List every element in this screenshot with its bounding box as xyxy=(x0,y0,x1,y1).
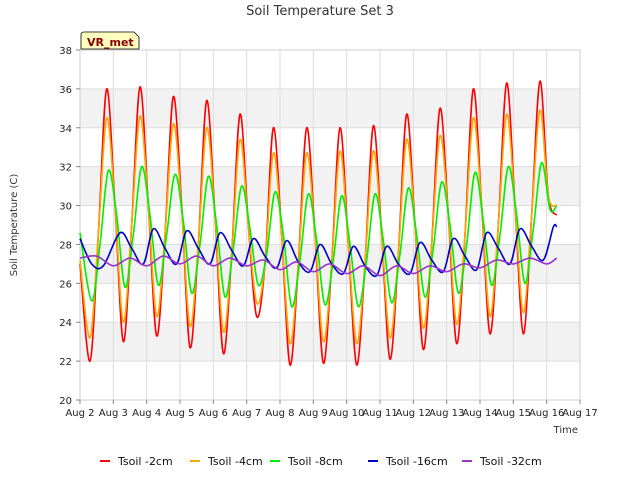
legend: Tsoil -2cm Tsoil -4cm Tsoil -8cm Tsoil -16c… xyxy=(100,455,542,468)
x-axis-title: Time xyxy=(553,425,578,436)
y-tick-label: 38 xyxy=(59,46,72,57)
legend-item-tsoil-2cm: Tsoil -2cm xyxy=(100,455,173,468)
legend-label: Tsoil -16cm xyxy=(385,455,448,468)
x-axis-ticks: Aug 2 Aug 3 Aug 4 Aug 5 Aug 6 Aug 7 Aug 8 Aug 9… xyxy=(65,400,598,419)
x-tick-label: Aug 16 xyxy=(529,408,564,419)
y-tick-label: 34 xyxy=(59,124,72,135)
vr-met-badge: VR_met xyxy=(80,31,140,50)
x-tick-label: Aug 2 xyxy=(65,408,94,419)
x-tick-label: Aug 5 xyxy=(165,408,194,419)
series-line-tsoil-32cm xyxy=(79,255,558,277)
series-line-tsoil-16cm xyxy=(79,223,558,278)
y-tick-label: 30 xyxy=(59,202,72,213)
series-line-tsoil-2cm xyxy=(79,80,558,366)
legend-item-tsoil-4cm: Tsoil -4cm xyxy=(190,455,263,468)
plot-band xyxy=(80,127,580,167)
y-axis-ticks: 20 22 24 26 28 30 32 34 36 38 xyxy=(59,46,80,407)
y-tick-label: 26 xyxy=(59,279,72,290)
x-tick-label: Aug 13 xyxy=(429,408,464,419)
y-tick-label: 20 xyxy=(59,396,72,407)
y-tick-label: 32 xyxy=(59,163,72,174)
legend-item-tsoil-32cm: Tsoil -32cm xyxy=(462,455,542,468)
x-tick-label: Aug 17 xyxy=(562,408,597,419)
legend-label: Tsoil -4cm xyxy=(207,455,263,468)
legend-label: Tsoil -8cm xyxy=(287,455,343,468)
plot-band xyxy=(80,88,580,128)
series-line-tsoil-4cm xyxy=(79,109,558,345)
legend-label: Tsoil -2cm xyxy=(117,455,173,468)
plot-band xyxy=(80,361,580,400)
y-tick-label: 22 xyxy=(59,357,72,368)
y-axis-title: Soil Temperature (C) xyxy=(9,174,20,277)
plot-band xyxy=(80,166,580,206)
legend-item-tsoil-16cm: Tsoil -16cm xyxy=(368,455,448,468)
badge-box xyxy=(80,31,140,50)
x-tick-label: Aug 15 xyxy=(496,408,531,419)
plot-band xyxy=(80,322,580,362)
x-tick-label: Aug 9 xyxy=(299,408,328,419)
x-tick-label: Aug 10 xyxy=(329,408,364,419)
legend-label: Tsoil -32cm xyxy=(479,455,542,468)
x-tick-label: Aug 7 xyxy=(232,408,261,419)
plot-band xyxy=(80,50,580,89)
plot-band xyxy=(80,205,580,245)
y-tick-label: 24 xyxy=(59,318,72,329)
plot-frame xyxy=(79,49,581,401)
series-line-tsoil-8cm xyxy=(79,161,558,308)
x-tick-label: Aug 11 xyxy=(362,408,397,419)
x-tick-label: Aug 12 xyxy=(396,408,431,419)
x-tick-label: Aug 6 xyxy=(199,408,228,419)
badge-label: VR_met xyxy=(87,36,134,49)
x-tick-label: Aug 14 xyxy=(462,408,497,419)
x-tick-label: Aug 3 xyxy=(99,408,128,419)
x-tick-label: Aug 8 xyxy=(265,408,294,419)
legend-item-tsoil-8cm: Tsoil -8cm xyxy=(270,455,343,468)
x-tick-label: Aug 4 xyxy=(132,408,161,419)
y-tick-label: 36 xyxy=(59,85,72,96)
y-tick-label: 28 xyxy=(59,240,72,251)
series-lines xyxy=(79,80,558,366)
chart-title: Soil Temperature Set 3 xyxy=(246,4,394,19)
